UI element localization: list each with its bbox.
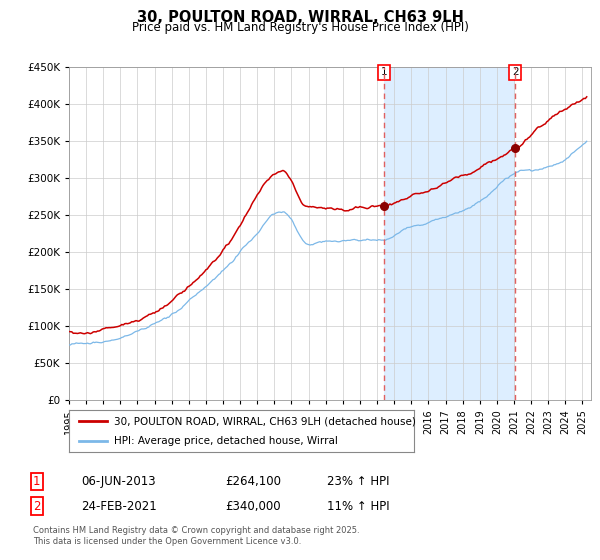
Text: 30, POULTON ROAD, WIRRAL, CH63 9LH: 30, POULTON ROAD, WIRRAL, CH63 9LH [137, 10, 463, 25]
Text: 06-JUN-2013: 06-JUN-2013 [81, 475, 155, 488]
Text: £264,100: £264,100 [225, 475, 281, 488]
Text: Price paid vs. HM Land Registry's House Price Index (HPI): Price paid vs. HM Land Registry's House … [131, 21, 469, 34]
Text: 23% ↑ HPI: 23% ↑ HPI [327, 475, 389, 488]
Text: 30, POULTON ROAD, WIRRAL, CH63 9LH (detached house): 30, POULTON ROAD, WIRRAL, CH63 9LH (deta… [114, 416, 416, 426]
Text: 24-FEB-2021: 24-FEB-2021 [81, 500, 157, 512]
Text: HPI: Average price, detached house, Wirral: HPI: Average price, detached house, Wirr… [114, 436, 338, 446]
Text: Contains HM Land Registry data © Crown copyright and database right 2025.
This d: Contains HM Land Registry data © Crown c… [33, 526, 359, 546]
Text: 11% ↑ HPI: 11% ↑ HPI [327, 500, 389, 512]
Text: 1: 1 [33, 475, 41, 488]
Text: 2: 2 [33, 500, 41, 512]
Text: 2: 2 [512, 67, 519, 77]
Bar [384, 67, 515, 400]
Text: £340,000: £340,000 [225, 500, 281, 512]
Text: 1: 1 [381, 67, 388, 77]
